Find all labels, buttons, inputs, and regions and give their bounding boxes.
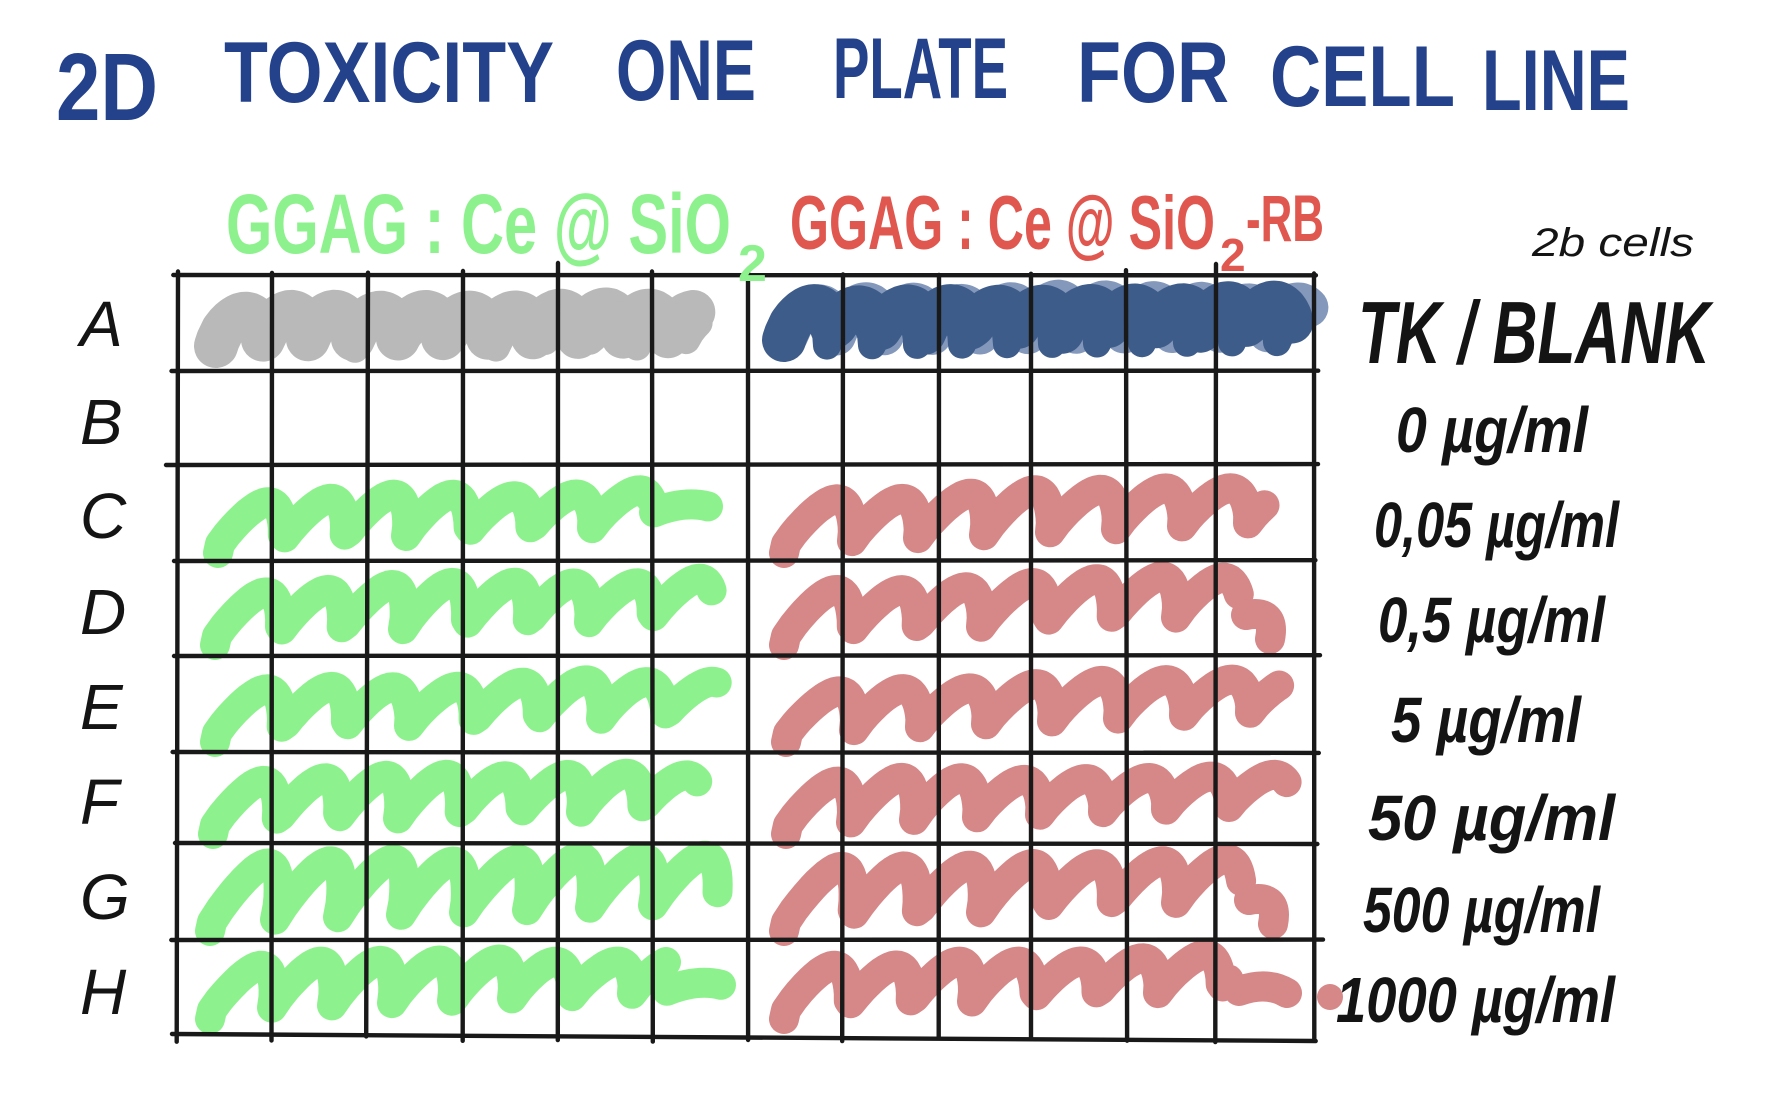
svg-text:LINE: LINE	[1482, 33, 1630, 129]
svg-text:0,5 µg/ml: 0,5 µg/ml	[1378, 584, 1606, 656]
svg-text:F: F	[80, 766, 123, 838]
svg-text:CELL: CELL	[1270, 29, 1455, 125]
svg-text:A: A	[76, 288, 123, 360]
svg-text:TK / BLANK: TK / BLANK	[1358, 283, 1714, 382]
svg-text:B: B	[80, 386, 123, 458]
svg-text:PLATE: PLATE	[833, 21, 1008, 117]
svg-text:2b cells: 2b cells	[1531, 221, 1694, 265]
svg-text:5 µg/ml: 5 µg/ml	[1391, 684, 1582, 756]
svg-text:C: C	[80, 480, 127, 552]
svg-text:D: D	[80, 576, 126, 648]
svg-text:GGAG : Ce @ SiO: GGAG : Ce @ SiO	[790, 181, 1215, 266]
svg-text:ONE: ONE	[616, 23, 756, 119]
svg-text:0 µg/ml: 0 µg/ml	[1396, 394, 1589, 466]
svg-text:GGAG : Ce @ SiO: GGAG : Ce @ SiO	[226, 177, 731, 271]
svg-text:FOR: FOR	[1077, 25, 1229, 121]
svg-text:2: 2	[1220, 229, 1246, 281]
svg-text:-RB: -RB	[1246, 181, 1324, 255]
svg-text:E: E	[80, 671, 124, 743]
svg-text:2D: 2D	[56, 34, 158, 141]
svg-text:0,05 µg/ml: 0,05 µg/ml	[1374, 489, 1620, 561]
svg-text:H: H	[80, 956, 127, 1028]
svg-text:50 µg/ml: 50 µg/ml	[1368, 782, 1616, 854]
svg-text:TOXICITY: TOXICITY	[224, 25, 554, 121]
svg-text:2: 2	[738, 235, 767, 293]
svg-text:500 µg/ml: 500 µg/ml	[1363, 874, 1601, 946]
svg-text:1000 µg/ml: 1000 µg/ml	[1336, 964, 1616, 1036]
svg-text:G: G	[80, 861, 130, 933]
